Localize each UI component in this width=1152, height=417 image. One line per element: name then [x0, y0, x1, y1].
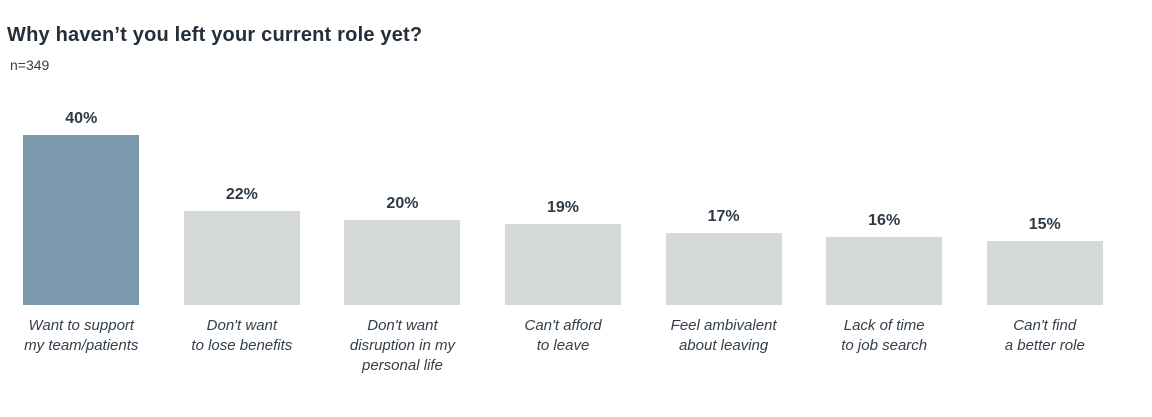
- bar-category-label: Lack of time to job search: [841, 317, 928, 354]
- bar: [505, 224, 622, 305]
- bar-area: 15%: [964, 0, 1125, 305]
- bar: [986, 241, 1103, 305]
- chart-title: Why haven’t you left your current role y…: [7, 24, 423, 46]
- bar-value-label: 16%: [868, 212, 901, 229]
- bar: [665, 233, 782, 305]
- sample-size-label: n=349: [10, 57, 50, 73]
- bar-value-label: 40%: [65, 110, 98, 127]
- bar-column: 19% Can't afford to leave: [483, 0, 644, 417]
- bar-value-label: 20%: [386, 195, 419, 212]
- bar: [344, 220, 461, 305]
- bar-column: 20% Don't want disruption in my personal …: [322, 0, 483, 417]
- bar-category-label: Don't want to lose benefits: [191, 317, 293, 354]
- bar-value-label: 17%: [707, 208, 740, 225]
- bar-category-label: Feel ambivalent about leaving: [670, 317, 777, 354]
- bar: [183, 211, 300, 305]
- bar-value-label: 19%: [547, 199, 580, 216]
- bar: [23, 135, 140, 305]
- bar-area: 17%: [643, 0, 804, 305]
- bar-value-label: 22%: [225, 186, 258, 203]
- bar-chart: 40% Want to support my team/patients 22% Do…: [1, 0, 1125, 417]
- bar-column: 40% Want to support my team/patients: [1, 0, 162, 417]
- bar-area: 20%: [322, 0, 483, 305]
- bar-category-label: Can't afford to leave: [524, 317, 602, 354]
- bar-column: 16% Lack of time to job search: [804, 0, 965, 417]
- bar-value-label: 15%: [1028, 216, 1061, 233]
- bar-area: 22%: [162, 0, 323, 305]
- bar-column: 22% Don't want to lose benefits: [162, 0, 323, 417]
- bar-category-label: Want to support my team/patients: [24, 317, 139, 354]
- bar-column: 15% Can't find a better role: [964, 0, 1125, 417]
- bar-area: 16%: [804, 0, 965, 305]
- bar-category-label: Can't find a better role: [1004, 317, 1085, 354]
- bar-area: 40%: [1, 0, 162, 305]
- bar-category-label: Don't want disruption in my personal lif…: [349, 317, 455, 374]
- bar: [826, 237, 943, 305]
- bar-column: 17% Feel ambivalent about leaving: [643, 0, 804, 417]
- bar-area: 19%: [483, 0, 644, 305]
